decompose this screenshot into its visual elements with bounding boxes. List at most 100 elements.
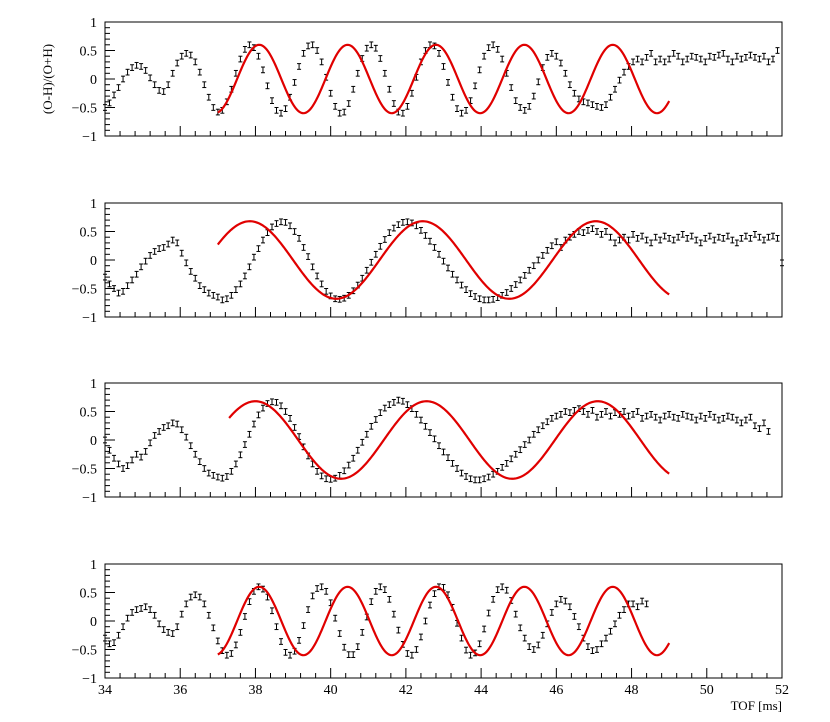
- data-point: [292, 424, 297, 431]
- data-point: [640, 232, 645, 240]
- data-point: [712, 413, 717, 421]
- data-point: [238, 451, 243, 459]
- data-point: [757, 55, 762, 63]
- data-point: [531, 262, 536, 270]
- data-point: [143, 257, 148, 265]
- y-tick-label: 0: [90, 434, 97, 449]
- data-point: [540, 422, 545, 430]
- data-point: [319, 472, 324, 480]
- data-point: [603, 101, 608, 108]
- data-point: [486, 296, 491, 304]
- data-point: [703, 234, 708, 242]
- data-point: [301, 50, 306, 57]
- data-point: [247, 41, 252, 49]
- data-point: [658, 55, 663, 63]
- data-point: [518, 104, 523, 111]
- data-point: [215, 637, 220, 645]
- y-tick-label: 0: [90, 615, 97, 630]
- data-point: [743, 53, 748, 61]
- data-point: [148, 252, 153, 259]
- data-point: [725, 55, 730, 63]
- data-point: [527, 103, 532, 110]
- plot-frame: [104, 382, 783, 498]
- data-point: [504, 586, 509, 594]
- data-point: [459, 281, 464, 289]
- data-point: [676, 52, 681, 60]
- data-point: [676, 414, 681, 422]
- x-tick-label: 42: [399, 683, 413, 698]
- data-point: [193, 591, 198, 599]
- data-point: [703, 58, 708, 66]
- data-point: [761, 419, 766, 427]
- data-point: [310, 41, 315, 49]
- data-point: [107, 99, 112, 107]
- data-point: [752, 422, 757, 430]
- data-point: [477, 295, 482, 303]
- data-point: [251, 253, 256, 261]
- data-point: [563, 597, 568, 605]
- data-point: [549, 242, 554, 250]
- data-point: [734, 239, 739, 247]
- fit-curve: [228, 400, 670, 480]
- data-point: [179, 52, 184, 60]
- data-point: [382, 69, 387, 77]
- data-point: [373, 588, 378, 595]
- data-point: [161, 626, 166, 633]
- data-point: [635, 408, 640, 415]
- data-point: [346, 100, 351, 107]
- data-point: [197, 68, 202, 76]
- data-point: [531, 430, 536, 438]
- data-point: [161, 244, 166, 251]
- data-point: [685, 55, 690, 63]
- data-point: [179, 426, 184, 434]
- data-point: [689, 413, 694, 421]
- panel-2: −1 −0.5 0 0.5 1: [72, 197, 784, 326]
- data-point: [224, 651, 229, 659]
- data-point: [148, 439, 153, 447]
- data-point: [274, 220, 279, 227]
- data-point: [491, 41, 496, 49]
- data-point: [279, 402, 284, 410]
- data-point: [170, 236, 175, 244]
- data-point: [333, 103, 338, 110]
- data-point: [373, 416, 378, 423]
- data-point: [206, 289, 211, 297]
- data-point: [590, 647, 595, 654]
- data-point: [545, 246, 550, 254]
- data-point: [337, 630, 342, 637]
- data-point: [635, 603, 640, 611]
- data-point: [184, 50, 189, 57]
- data-point: [274, 107, 279, 114]
- data-point: [734, 52, 739, 60]
- data-point: [662, 232, 667, 240]
- data-point: [459, 634, 464, 642]
- data-point: [184, 433, 189, 441]
- data-point: [613, 239, 618, 247]
- data-point: [712, 53, 717, 61]
- data-point: [107, 446, 112, 454]
- data-point: [319, 58, 324, 66]
- data-point: [301, 622, 306, 629]
- data-point: [680, 411, 685, 418]
- data-point: [464, 646, 469, 654]
- data-point: [351, 651, 356, 658]
- data-point: [464, 473, 469, 480]
- data-point: [157, 620, 162, 628]
- data-point: [188, 442, 193, 450]
- x-tick-label: 40: [324, 683, 338, 698]
- data-point: [382, 236, 387, 243]
- y-tick-label: −1: [82, 311, 97, 326]
- data-point: [125, 282, 130, 289]
- y-axis-title: (O-H)/(O+H): [40, 44, 55, 114]
- data-point: [423, 617, 428, 625]
- data-point: [576, 623, 581, 631]
- data-point: [292, 228, 297, 235]
- data-point: [694, 416, 699, 424]
- data-point: [247, 598, 252, 605]
- data-point: [698, 55, 703, 63]
- data-point: [707, 232, 712, 240]
- data-point: [157, 245, 162, 252]
- data-point: [373, 250, 378, 258]
- data-point: [125, 462, 130, 469]
- data-point: [382, 404, 387, 412]
